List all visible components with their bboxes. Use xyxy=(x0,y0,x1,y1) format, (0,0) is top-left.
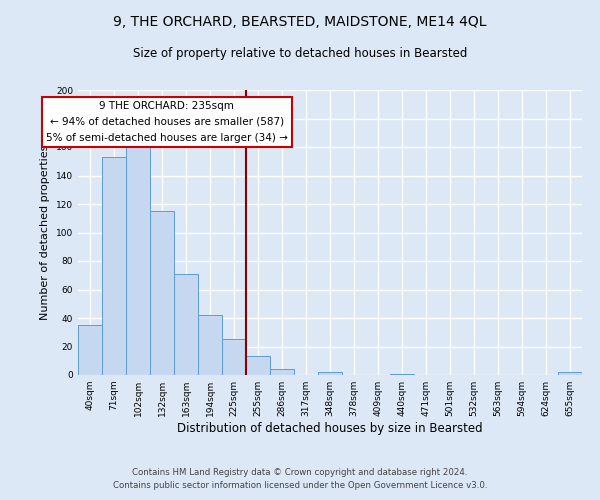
Bar xyxy=(390,374,414,375)
Bar xyxy=(102,157,126,375)
Bar xyxy=(126,142,150,375)
Bar xyxy=(174,274,198,375)
Text: Size of property relative to detached houses in Bearsted: Size of property relative to detached ho… xyxy=(133,48,467,60)
Y-axis label: Number of detached properties: Number of detached properties xyxy=(40,145,50,320)
Text: 9 THE ORCHARD: 235sqm
← 94% of detached houses are smaller (587)
5% of semi-deta: 9 THE ORCHARD: 235sqm ← 94% of detached … xyxy=(46,102,288,142)
Bar xyxy=(318,372,342,375)
Bar xyxy=(150,211,174,375)
Bar xyxy=(558,372,582,375)
Text: 9, THE ORCHARD, BEARSTED, MAIDSTONE, ME14 4QL: 9, THE ORCHARD, BEARSTED, MAIDSTONE, ME1… xyxy=(113,15,487,29)
X-axis label: Distribution of detached houses by size in Bearsted: Distribution of detached houses by size … xyxy=(177,422,483,435)
Bar xyxy=(222,340,246,375)
Bar xyxy=(270,370,294,375)
Bar xyxy=(78,325,102,375)
Text: Contains HM Land Registry data © Crown copyright and database right 2024.
Contai: Contains HM Land Registry data © Crown c… xyxy=(113,468,487,490)
Bar xyxy=(246,356,270,375)
Bar xyxy=(198,315,222,375)
